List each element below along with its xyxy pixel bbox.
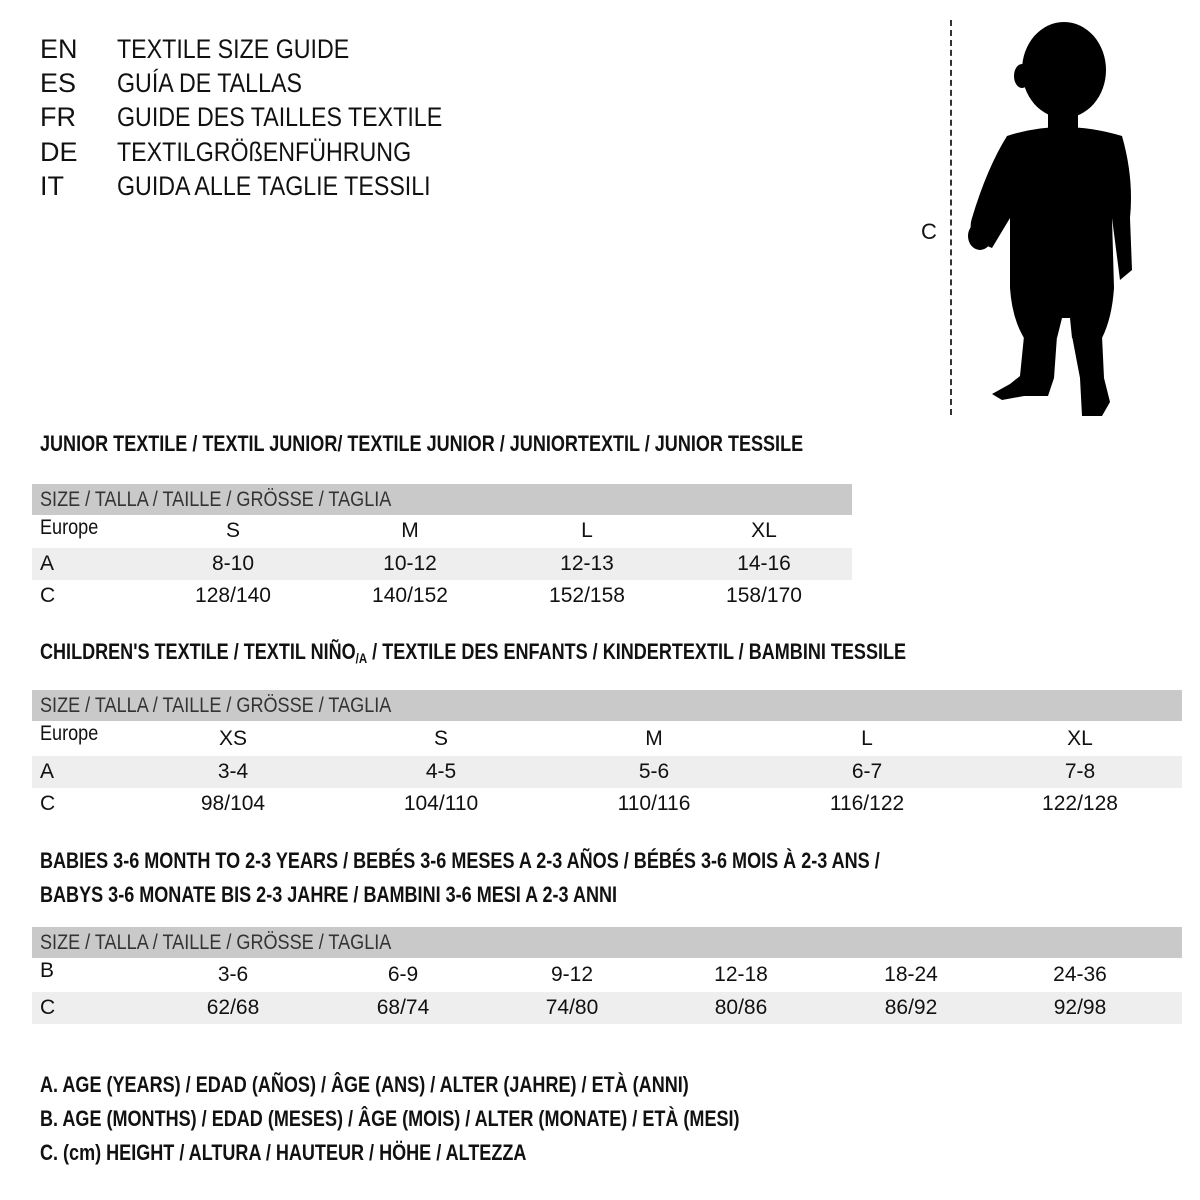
row-label: Europe xyxy=(40,516,99,539)
cell: XL xyxy=(1067,727,1093,750)
table-row: A 3-4 4-5 5-6 6-7 7-8 xyxy=(32,756,1182,788)
row-label: C xyxy=(40,584,56,607)
table-header-row: SIZE / TALLA / TAILLE / GRÖSSE / TAGLIA xyxy=(32,927,1182,958)
cell: L xyxy=(581,519,593,542)
lang-code: EN xyxy=(40,34,78,64)
children-heading: CHILDREN'S TEXTILE / TEXTIL NIÑO/A / TEX… xyxy=(40,638,1096,666)
row-label: C xyxy=(40,792,56,815)
cell: XL xyxy=(751,519,777,542)
lang-code: ES xyxy=(40,68,77,98)
row-label: A xyxy=(40,552,55,575)
height-measure-line xyxy=(950,20,952,415)
cell: 14-16 xyxy=(737,552,791,575)
row-label: Europe xyxy=(40,722,99,745)
cell: 74/80 xyxy=(545,996,599,1019)
table-row: C 98/104 104/110 110/116 116/122 122/128 xyxy=(32,788,1182,820)
lang-code: DE xyxy=(40,137,78,167)
table-header-row: SIZE / TALLA / TAILLE / GRÖSSE / TAGLIA xyxy=(32,484,852,515)
cell: 62/68 xyxy=(206,996,260,1019)
cell: 116/122 xyxy=(829,792,905,815)
child-silhouette-icon xyxy=(968,22,1132,416)
cell: 110/116 xyxy=(617,792,691,815)
babies-heading-line2: BABYS 3-6 MONATE BIS 2-3 JAHRE / BAMBINI… xyxy=(40,881,744,909)
height-label: C xyxy=(921,219,937,244)
children-heading-text-rest: / TEXTILE DES ENFANTS / KINDERTEXTIL / B… xyxy=(367,639,907,664)
babies-heading-line1: BABIES 3-6 MONTH TO 2-3 YEARS / BEBÉS 3-… xyxy=(40,847,1064,875)
cell: 24-36 xyxy=(1053,963,1107,986)
title-text: TEXTILGRÖßENFÜHRUNG xyxy=(117,137,412,167)
table-row: C 128/140 140/152 152/158 158/170 xyxy=(32,580,852,612)
cell: L xyxy=(861,727,873,750)
cell: S xyxy=(225,519,241,542)
title-text: GUÍA DE TALLAS xyxy=(117,68,302,98)
cell: 92/98 xyxy=(1053,996,1107,1019)
lang-code: IT xyxy=(40,171,64,201)
legend-a: A. AGE (YEARS) / EDAD (AÑOS) / ÂGE (ANS)… xyxy=(40,1071,831,1099)
cell: 5-6 xyxy=(638,760,670,783)
lang-code: FR xyxy=(40,102,76,132)
title-text: GUIDE DES TAILLES TEXTILE xyxy=(117,102,443,132)
cell: XS xyxy=(218,727,248,750)
cell: 18-24 xyxy=(884,963,938,986)
cell: 6-7 xyxy=(851,760,883,783)
legend-text: B. AGE (MONTHS) / EDAD (MESES) / ÂGE (MO… xyxy=(40,1106,740,1131)
legend-b: B. AGE (MONTHS) / EDAD (MESES) / ÂGE (MO… xyxy=(40,1105,893,1133)
row-label: C xyxy=(40,996,56,1019)
cell: 12-18 xyxy=(714,963,768,986)
cell: 8-10 xyxy=(211,552,255,575)
legend-text: C. (cm) HEIGHT / ALTURA / HAUTEUR / HÖHE… xyxy=(40,1140,527,1165)
header-text: SIZE / TALLA / TAILLE / GRÖSSE / TAGLIA xyxy=(40,488,392,511)
title-text: TEXTILE SIZE GUIDE xyxy=(117,34,350,64)
cell: S xyxy=(433,727,449,750)
table-row: A 8-10 10-12 12-13 14-16 xyxy=(32,548,852,580)
cell: 3-4 xyxy=(217,760,249,783)
cell: 9-12 xyxy=(550,963,594,986)
title-es: ES GUÍA DE TALLAS xyxy=(40,67,540,101)
cell: 10-12 xyxy=(383,552,437,575)
table-row: Europe XS S M L XL xyxy=(32,721,1182,756)
babies-size-table: SIZE / TALLA / TAILLE / GRÖSSE / TAGLIA … xyxy=(32,927,1182,1024)
title-it: IT GUIDA ALLE TAGLIE TESSILI xyxy=(40,170,540,204)
cell: M xyxy=(401,519,419,542)
children-size-table: SIZE / TALLA / TAILLE / GRÖSSE / TAGLIA … xyxy=(32,690,1182,820)
cell: 98/104 xyxy=(200,792,266,815)
title-en: EN TEXTILE SIZE GUIDE xyxy=(40,33,540,67)
cell: 104/110 xyxy=(403,792,479,815)
cell: 128/140 xyxy=(195,584,271,607)
title-de: DE TEXTILGRÖßENFÜHRUNG xyxy=(40,136,540,170)
cell: 12-13 xyxy=(560,552,614,575)
cell: 3-6 xyxy=(217,963,249,986)
legend-text: A. AGE (YEARS) / EDAD (AÑOS) / ÂGE (ANS)… xyxy=(40,1072,689,1097)
babies-heading-text: BABYS 3-6 MONATE BIS 2-3 JAHRE / BAMBINI… xyxy=(40,882,618,907)
cell: 158/170 xyxy=(726,584,802,607)
cell: 152/158 xyxy=(549,584,625,607)
table-header-row: SIZE / TALLA / TAILLE / GRÖSSE / TAGLIA xyxy=(32,690,1182,721)
junior-size-table: SIZE / TALLA / TAILLE / GRÖSSE / TAGLIA … xyxy=(32,484,852,612)
cell: 86/92 xyxy=(884,996,938,1019)
cell: 80/86 xyxy=(714,996,768,1019)
row-label: A xyxy=(40,760,55,783)
junior-heading: JUNIOR TEXTILE / TEXTIL JUNIOR/ TEXTILE … xyxy=(40,430,971,458)
legend-c: C. (cm) HEIGHT / ALTURA / HAUTEUR / HÖHE… xyxy=(40,1139,633,1167)
cell: 6-9 xyxy=(387,963,419,986)
children-heading-suffix: /A xyxy=(355,650,368,666)
junior-heading-text: JUNIOR TEXTILE / TEXTIL JUNIOR/ TEXTILE … xyxy=(40,431,804,456)
cell: 4-5 xyxy=(425,760,457,783)
babies-heading-text: BABIES 3-6 MONTH TO 2-3 YEARS / BEBÉS 3-… xyxy=(40,848,880,873)
cell: 140/152 xyxy=(372,584,448,607)
header-text: SIZE / TALLA / TAILLE / GRÖSSE / TAGLIA xyxy=(40,694,392,717)
title-fr: FR GUIDE DES TAILLES TEXTILE xyxy=(40,101,540,135)
cell: M xyxy=(645,727,663,750)
cell: 7-8 xyxy=(1064,760,1096,783)
table-row: C 62/68 68/74 74/80 80/86 86/92 92/98 xyxy=(32,992,1182,1024)
cell: 122/128 xyxy=(1042,792,1118,815)
header-text: SIZE / TALLA / TAILLE / GRÖSSE / TAGLIA xyxy=(40,931,392,954)
table-row: Europe S M L XL xyxy=(32,515,852,548)
title-text: GUIDA ALLE TAGLIE TESSILI xyxy=(117,171,431,201)
table-row: B 3-6 6-9 9-12 12-18 18-24 24-36 xyxy=(32,958,1182,992)
row-label: B xyxy=(40,959,55,982)
children-heading-text: CHILDREN'S TEXTILE / TEXTIL NIÑO xyxy=(40,639,356,664)
cell: 68/74 xyxy=(376,996,430,1019)
